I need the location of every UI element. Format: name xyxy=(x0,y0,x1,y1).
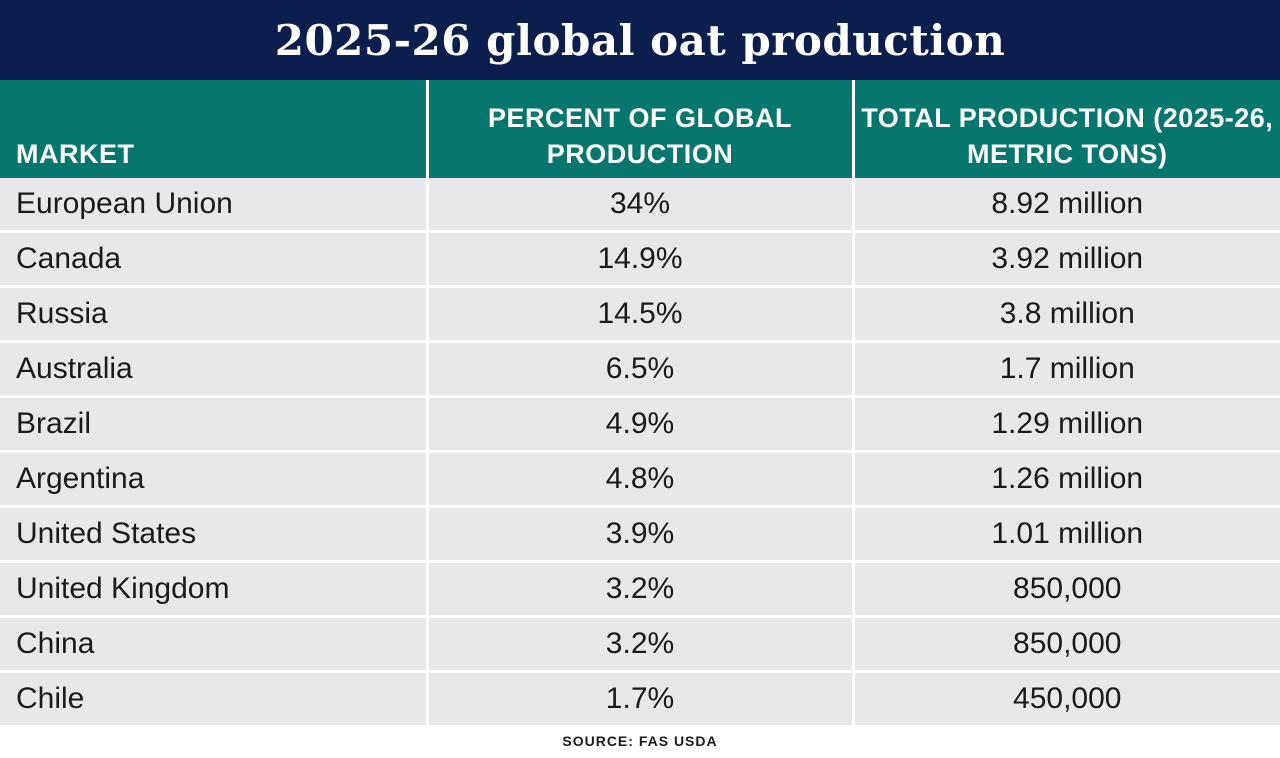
market-cell: Russia xyxy=(0,285,427,342)
total-production-cell: 1.29 million xyxy=(851,395,1280,452)
percent-cell: 3.2% xyxy=(425,615,853,672)
chart-title: 2025-26 global oat production xyxy=(274,15,1006,65)
market-cell: United States xyxy=(0,505,427,562)
market-cell: European Union xyxy=(0,178,427,232)
percent-cell: 3.2% xyxy=(425,560,853,617)
total-production-cell: 8.92 million xyxy=(851,178,1280,232)
table-row: Brazil 4.9% 1.29 million xyxy=(0,395,1280,452)
total-production-cell: 850,000 xyxy=(851,615,1280,672)
source-note: SOURCE: FAS USDA xyxy=(562,733,718,749)
column-header-market: MARKET xyxy=(0,80,427,178)
market-cell: Argentina xyxy=(0,450,427,507)
column-header-total: TOTAL PRODUCTION (2025-26, METRIC TONS) xyxy=(851,80,1280,178)
percent-cell: 4.8% xyxy=(425,450,853,507)
percent-cell: 4.9% xyxy=(425,395,853,452)
percent-cell: 1.7% xyxy=(425,670,853,725)
table-row: United States 3.9% 1.01 million xyxy=(0,505,1280,562)
total-production-cell: 1.01 million xyxy=(851,505,1280,562)
market-cell: China xyxy=(0,615,427,672)
total-production-cell: 850,000 xyxy=(851,560,1280,617)
table-row: Australia 6.5% 1.7 million xyxy=(0,340,1280,397)
column-header-percent: PERCENT OF GLOBAL PRODUCTION xyxy=(425,80,853,178)
table-row: European Union 34% 8.92 million xyxy=(0,178,1280,232)
percent-cell: 34% xyxy=(425,178,853,232)
header-row: MARKET PERCENT OF GLOBAL PRODUCTION TOTA… xyxy=(0,80,1280,178)
market-cell: Brazil xyxy=(0,395,427,452)
market-cell: Australia xyxy=(0,340,427,397)
table-body: European Union 34% 8.92 million Canada 14.9%… xyxy=(0,178,1280,725)
market-cell: Chile xyxy=(0,670,427,725)
total-production-cell: 450,000 xyxy=(851,670,1280,725)
oat-production-table: MARKET PERCENT OF GLOBAL PRODUCTION TOTA… xyxy=(0,80,1280,725)
percent-cell: 6.5% xyxy=(425,340,853,397)
table-row: United Kingdom 3.2% 850,000 xyxy=(0,560,1280,617)
table-row: Canada 14.9% 3.92 million xyxy=(0,230,1280,287)
market-cell: United Kingdom xyxy=(0,560,427,617)
title-bar: 2025-26 global oat production xyxy=(0,0,1280,80)
market-cell: Canada xyxy=(0,230,427,287)
table-row: China 3.2% 850,000 xyxy=(0,615,1280,672)
table-row: Argentina 4.8% 1.26 million xyxy=(0,450,1280,507)
percent-cell: 3.9% xyxy=(425,505,853,562)
total-production-cell: 3.92 million xyxy=(851,230,1280,287)
total-production-cell: 3.8 million xyxy=(851,285,1280,342)
total-production-cell: 1.26 million xyxy=(851,450,1280,507)
table-row: Chile 1.7% 450,000 xyxy=(0,670,1280,725)
percent-cell: 14.5% xyxy=(425,285,853,342)
table-row: Russia 14.5% 3.8 million xyxy=(0,285,1280,342)
total-production-cell: 1.7 million xyxy=(851,340,1280,397)
percent-cell: 14.9% xyxy=(425,230,853,287)
